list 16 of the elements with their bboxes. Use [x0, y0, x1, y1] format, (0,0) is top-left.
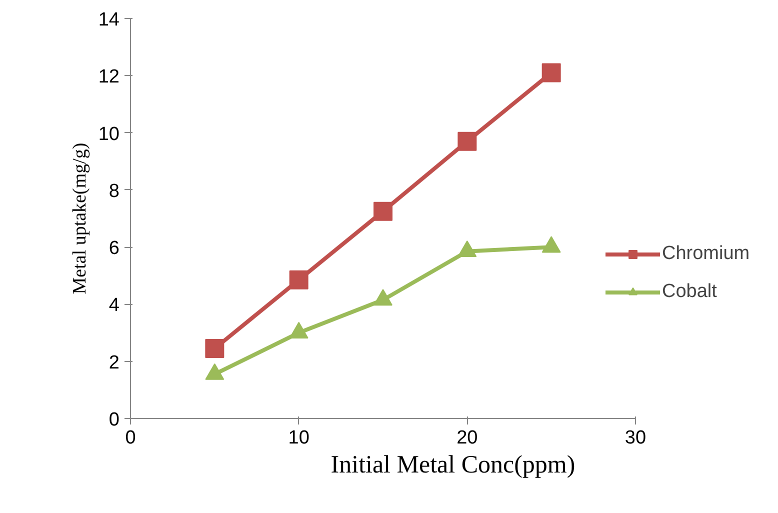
y-tick-label: 0 — [108, 410, 120, 430]
y-tick-label: 14 — [98, 10, 120, 30]
legend-label: Chromium — [662, 243, 750, 265]
y-axis-title: Metal uptake(mg/g) — [69, 142, 90, 294]
x-tick-label: 0 — [125, 428, 136, 448]
x-tick-label: 30 — [624, 428, 646, 448]
y-tick-label: 8 — [108, 180, 120, 202]
y-tick-label: 2 — [108, 352, 120, 374]
x-tick-label: 10 — [288, 428, 310, 448]
y-tick-label: 10 — [98, 124, 120, 145]
y-tick-label: 4 — [108, 295, 120, 316]
y-tick-label: 12 — [98, 66, 120, 88]
x-axis-title: Initial Metal Conc(ppm) — [330, 452, 576, 478]
x-tick-label: 20 — [456, 428, 478, 448]
y-tick-label: 6 — [108, 238, 120, 260]
legend-label: Cobalt — [662, 281, 717, 303]
